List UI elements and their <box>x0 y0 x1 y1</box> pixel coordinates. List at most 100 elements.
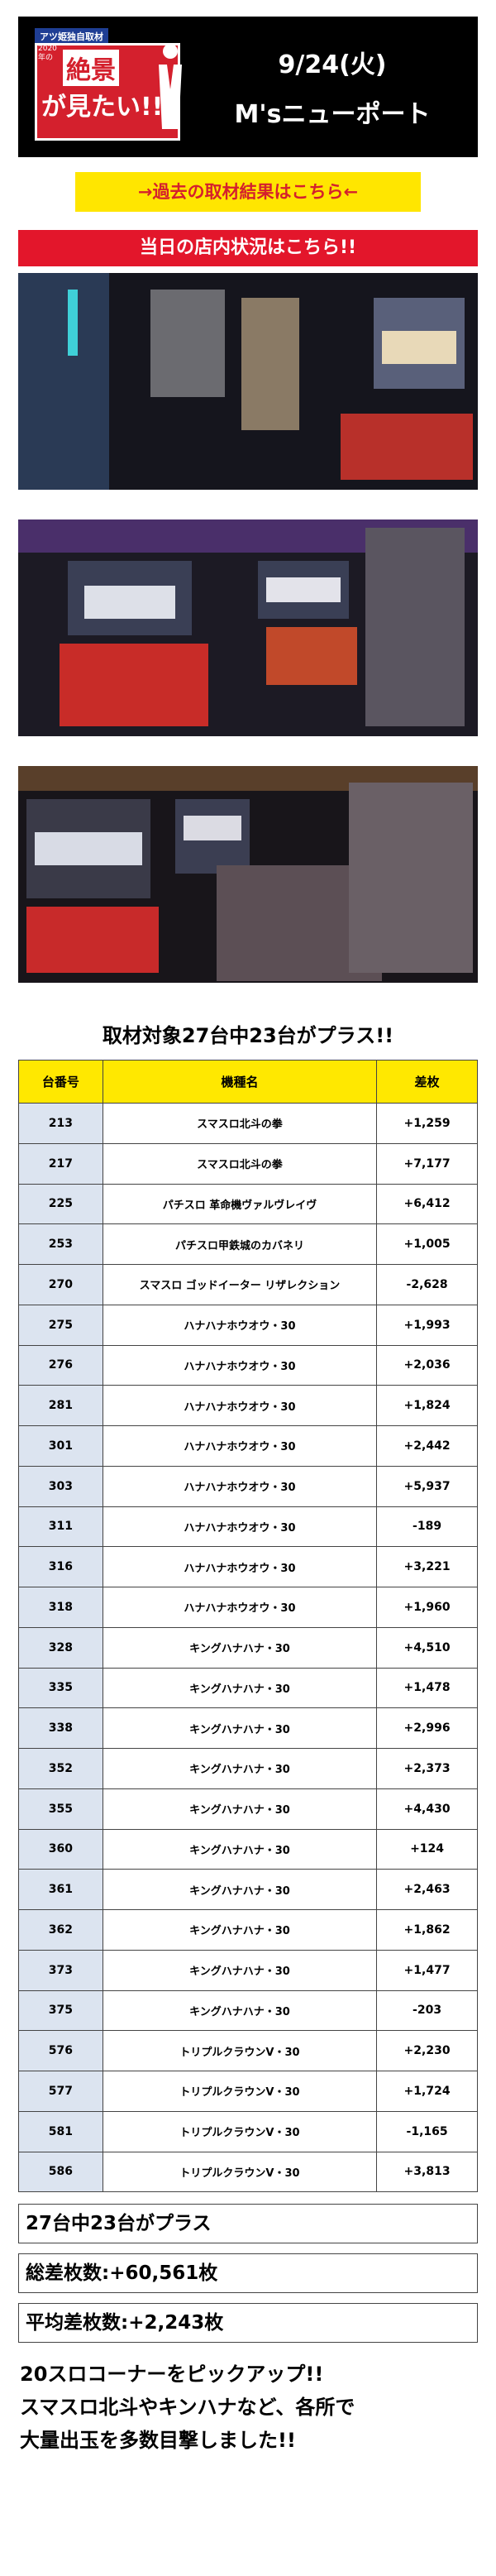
model-name-cell: ハナハナホウオウ・30 <box>102 1385 378 1426</box>
machine-number-cell: 318 <box>18 1587 103 1628</box>
model-name-cell: キングハナハナ・30 <box>102 1626 378 1669</box>
model-name-cell: トリプルクラウンV・30 <box>102 2071 378 2112</box>
table-body: 213 スマスロ北斗の拳 +1,259 217 スマスロ北斗の拳 +7,177 225 パチス… <box>18 1103 478 2193</box>
model-name-cell: キングハナハナ・30 <box>102 1707 378 1749</box>
summary-title: 取材対象27台中23台がプラス!! <box>102 1024 394 1047</box>
page-header: アツ姫独自取材 2020年の 絶景 が見たい!! 9/24(火) M'sニューポ… <box>18 17 478 157</box>
model-name-cell: キングハナハナ・30 <box>102 1748 378 1789</box>
diff-cell: +1,993 <box>376 1304 478 1346</box>
diff-cell: +6,412 <box>376 1183 478 1225</box>
model-name-cell: ハナハナホウオウ・30 <box>102 1304 378 1346</box>
model-name-cell: キングハナハナ・30 <box>102 1788 378 1830</box>
footer-comment: 20スロコーナーをピックアップ!! スマスロ北斗やキンハナなど、各所で 大量出玉… <box>20 2358 478 2457</box>
machine-number-cell: 352 <box>18 1748 103 1789</box>
footer-line-1: 20スロコーナーをピックアップ!! <box>20 2363 324 2387</box>
table-row: 301 ハナハナホウオウ・30 +2,442 <box>18 1425 478 1467</box>
diff-cell: +4,510 <box>376 1626 478 1669</box>
table-row: 373 キングハナハナ・30 +1,477 <box>18 1949 478 1991</box>
machine-number-cell: 225 <box>18 1183 103 1225</box>
machine-number-cell: 217 <box>18 1142 103 1185</box>
model-name-cell: スマスロ ゴッドイーター リザレクション <box>102 1264 378 1305</box>
diff-cell: +4,430 <box>376 1788 478 1830</box>
logo-tag: アツ姫独自取材 <box>35 28 108 45</box>
table-row: 253 パチスロ甲鉄城のカバネリ +1,005 <box>18 1223 478 1265</box>
model-name-cell: キングハナハナ・30 <box>102 1667 378 1709</box>
table-row: 213 スマスロ北斗の拳 +1,259 <box>18 1103 478 1144</box>
diff-cell: +7,177 <box>376 1142 478 1185</box>
model-name-cell: トリプルクラウンV・30 <box>102 2110 378 2152</box>
diff-cell: +3,813 <box>376 2151 478 2193</box>
diff-cell: +2,463 <box>376 1869 478 1910</box>
table-row: 316 ハナハナホウオウ・30 +3,221 <box>18 1546 478 1587</box>
model-name-cell: トリプルクラウンV・30 <box>102 2151 378 2193</box>
machine-number-cell: 362 <box>18 1909 103 1951</box>
diff-cell: +3,221 <box>376 1546 478 1587</box>
table-row: 577 トリプルクラウンV・30 +1,724 <box>18 2071 478 2112</box>
model-name-cell: ハナハナホウオウ・30 <box>102 1344 378 1386</box>
diff-cell: -1,165 <box>376 2110 478 2152</box>
table-row: 375 キングハナハナ・30 -203 <box>18 1989 478 2032</box>
diff-cell: +2,230 <box>376 2030 478 2071</box>
footer-line-2: スマスロ北斗やキンハナなど、各所で <box>20 2396 355 2420</box>
logo-title-line2: が見たい!! <box>41 93 164 122</box>
machine-number-cell: 335 <box>18 1667 103 1709</box>
machine-number-cell: 275 <box>18 1304 103 1346</box>
model-name-cell: ハナハナホウオウ・30 <box>102 1425 378 1467</box>
footer-line-3: 大量出玉を多数目撃しました!! <box>20 2429 296 2453</box>
machine-number-cell: 375 <box>18 1989 103 2032</box>
header-machine-number: 台番号 <box>18 1060 103 1104</box>
total-diff-box: 総差枚数:+60,561枚 <box>18 2253 478 2294</box>
machine-number-cell: 581 <box>18 2110 103 2152</box>
table-row: 281 ハナハナホウオウ・30 +1,824 <box>18 1385 478 1426</box>
table-row: 335 キングハナハナ・30 +1,478 <box>18 1667 478 1709</box>
store-photo-1 <box>18 273 478 490</box>
table-row: 338 キングハナハナ・30 +2,996 <box>18 1707 478 1749</box>
table-row: 355 キングハナハナ・30 +4,430 <box>18 1788 478 1830</box>
diff-cell: +1,005 <box>376 1223 478 1265</box>
report-date: 9/24(火) <box>278 50 387 79</box>
diff-cell: +1,477 <box>376 1949 478 1991</box>
diff-cell: -203 <box>376 1989 478 2032</box>
table-row: 311 ハナハナホウオウ・30 -189 <box>18 1506 478 1548</box>
store-photo-2 <box>18 520 478 736</box>
table-row: 362 キングハナハナ・30 +1,862 <box>18 1909 478 1951</box>
diff-cell: +5,937 <box>376 1465 478 1507</box>
past-results-link[interactable]: →過去の取材結果はこちら← <box>75 172 421 212</box>
machine-number-cell: 270 <box>18 1264 103 1305</box>
plus-count-box: 27台中23台がプラス <box>18 2204 478 2244</box>
diff-cell: +2,996 <box>376 1707 478 1749</box>
machine-number-cell: 213 <box>18 1103 103 1144</box>
machine-number-cell: 276 <box>18 1344 103 1386</box>
diff-cell: +124 <box>376 1828 478 1870</box>
machine-number-cell: 360 <box>18 1828 103 1870</box>
diff-cell: +2,442 <box>376 1425 478 1467</box>
machine-number-cell: 301 <box>18 1425 103 1467</box>
model-name-cell: スマスロ北斗の拳 <box>102 1103 378 1144</box>
table-row: 360 キングハナハナ・30 +124 <box>18 1828 478 1870</box>
table-row: 576 トリプルクラウンV・30 +2,230 <box>18 2030 478 2071</box>
machine-number-cell: 576 <box>18 2030 103 2071</box>
model-name-cell: ハナハナホウオウ・30 <box>102 1465 378 1507</box>
machine-number-cell: 373 <box>18 1949 103 1991</box>
table-row: 318 ハナハナホウオウ・30 +1,960 <box>18 1587 478 1628</box>
machine-number-cell: 281 <box>18 1385 103 1426</box>
model-name-cell: スマスロ北斗の拳 <box>102 1142 378 1185</box>
table-row: 275 ハナハナホウオウ・30 +1,993 <box>18 1304 478 1346</box>
table-row: 276 ハナハナホウオウ・30 +2,036 <box>18 1344 478 1386</box>
header-model-name: 機種名 <box>102 1060 378 1104</box>
model-name-cell: キングハナハナ・30 <box>102 1869 378 1910</box>
header-diff: 差枚 <box>376 1060 478 1104</box>
store-photo-3 <box>18 766 478 983</box>
table-row: 328 キングハナハナ・30 +4,510 <box>18 1626 478 1669</box>
diff-cell: +1,724 <box>376 2071 478 2112</box>
site-logo[interactable]: アツ姫独自取材 2020年の 絶景 が見たい!! <box>30 25 195 149</box>
logo-figure-icon <box>159 44 182 129</box>
diff-cell: -189 <box>376 1506 478 1548</box>
diff-cell: +1,824 <box>376 1385 478 1426</box>
model-name-cell: ハナハナホウオウ・30 <box>102 1587 378 1628</box>
model-name-cell: トリプルクラウンV・30 <box>102 2030 378 2071</box>
results-table: 台番号 機種名 差枚 213 スマスロ北斗の拳 +1,259 217 スマスロ北斗の拳 +… <box>18 1060 478 2193</box>
model-name-cell: パチスロ甲鉄城のカバネリ <box>102 1223 378 1265</box>
table-row: 361 キングハナハナ・30 +2,463 <box>18 1869 478 1910</box>
model-name-cell: キングハナハナ・30 <box>102 1949 378 1991</box>
